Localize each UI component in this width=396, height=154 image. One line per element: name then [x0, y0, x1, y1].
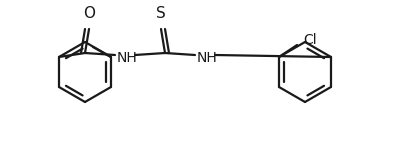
- Text: O: O: [83, 6, 95, 21]
- Text: NH: NH: [117, 51, 138, 65]
- Text: Cl: Cl: [303, 33, 317, 47]
- Text: NH: NH: [197, 51, 218, 65]
- Text: S: S: [156, 6, 166, 21]
